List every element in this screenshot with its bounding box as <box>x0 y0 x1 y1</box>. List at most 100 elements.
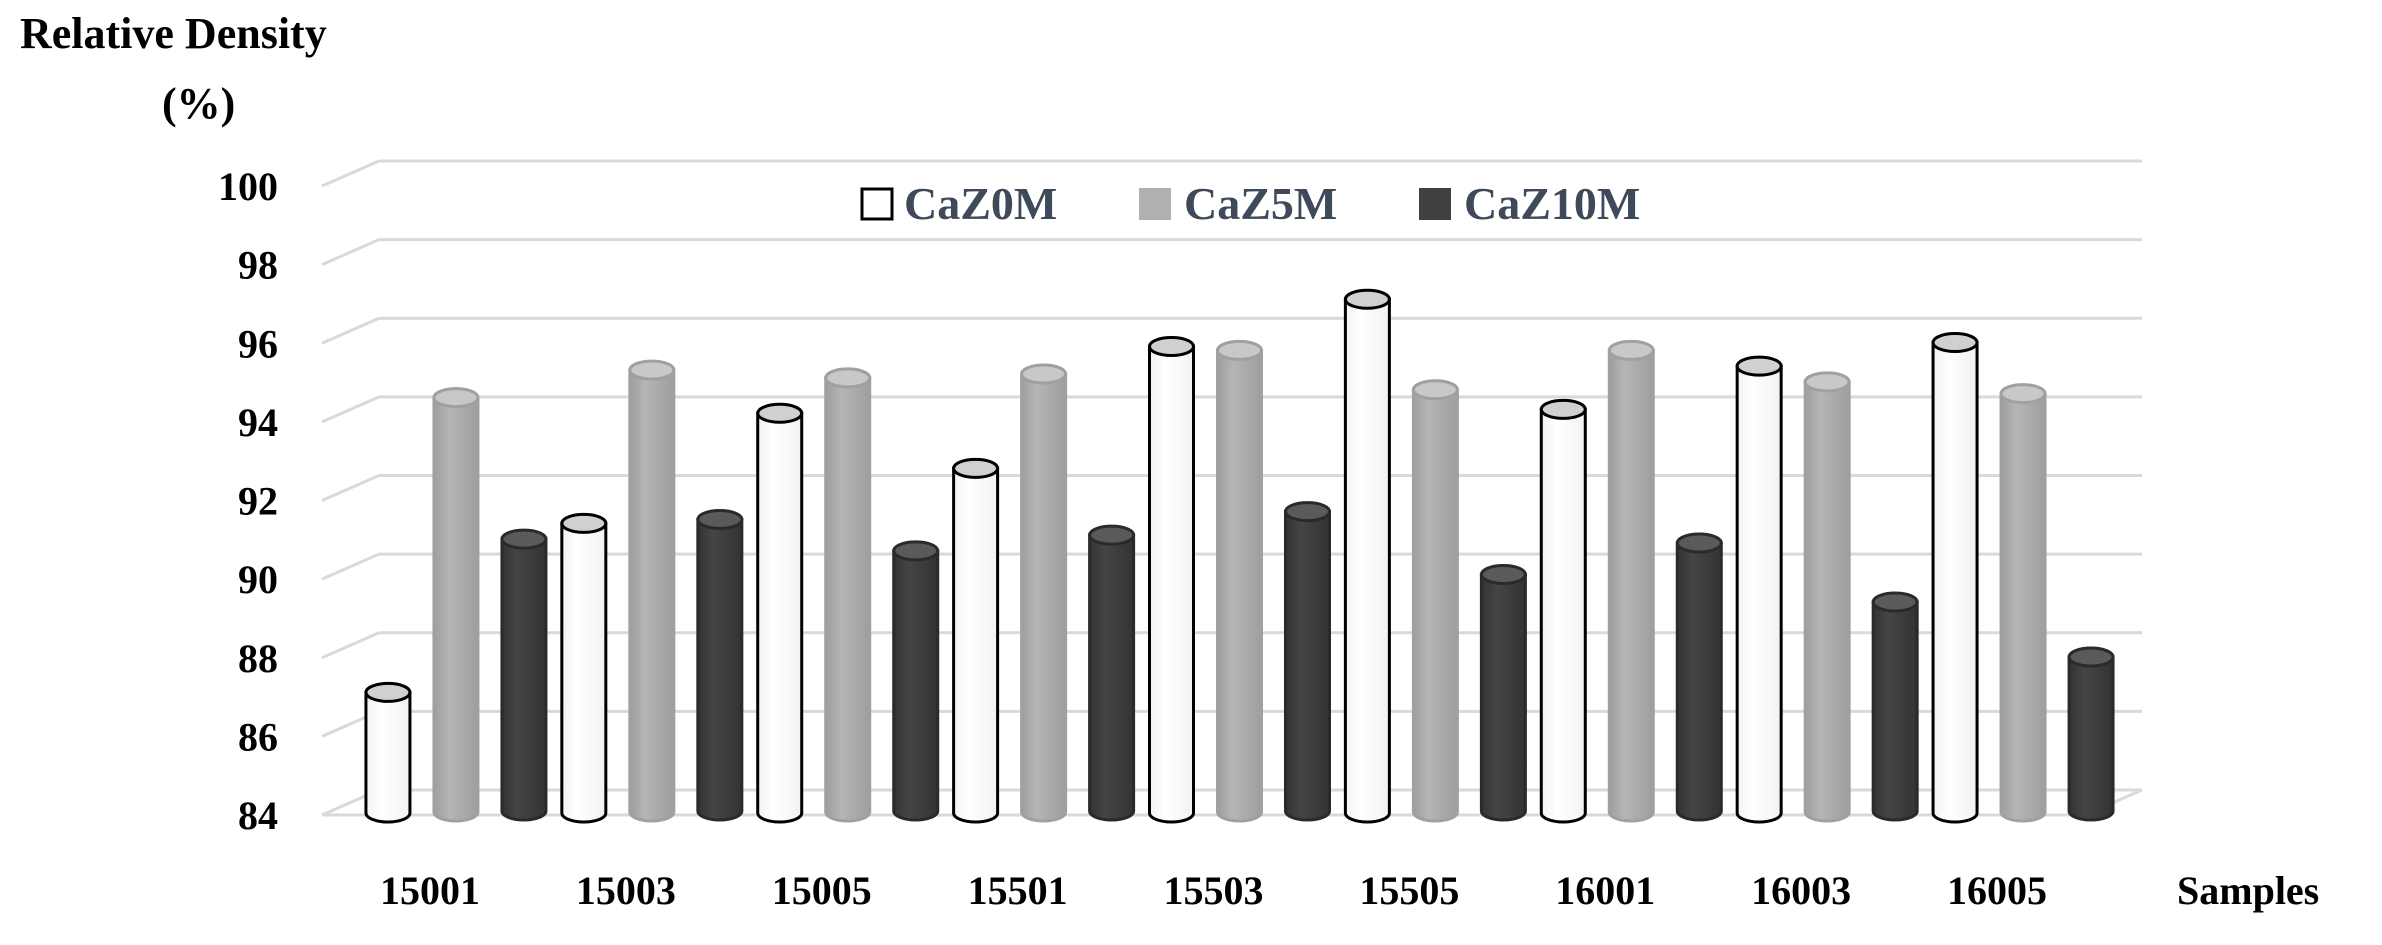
bar-caz0m-15503-body <box>1148 344 1195 824</box>
bar-caz5m-16005-top <box>1999 383 2047 405</box>
bar-caz0m-15001-body <box>364 690 412 824</box>
x-tick-label-16001: 16001 <box>1555 868 1655 913</box>
bar-caz0m-16005-body <box>1931 341 1979 824</box>
legend: CaZ0M CaZ5M CaZ10M <box>860 178 1640 229</box>
gridline-side-88 <box>321 631 380 660</box>
bar-caz5m-15505-body <box>1411 388 1459 823</box>
bar-caz0m-16001 <box>1539 398 1587 824</box>
bar-caz10m-15001 <box>500 528 548 822</box>
bar-caz0m-16003 <box>1735 355 1783 824</box>
bar-caz0m-15001-top <box>364 681 412 703</box>
bar-caz0m-15501-body <box>952 466 1000 824</box>
x-tick-label-15005: 15005 <box>772 868 872 913</box>
bar-caz10m-15003 <box>696 508 744 822</box>
bar-caz5m-15001-body <box>432 396 480 823</box>
bar-caz0m-16005-top <box>1931 332 1979 354</box>
y-tick-label-98: 98 <box>238 243 278 288</box>
bar-caz5m-15505 <box>1411 379 1459 823</box>
y-tick-label-94: 94 <box>238 400 278 445</box>
bar-caz5m-16001 <box>1607 339 1655 823</box>
y-tick-label-88: 88 <box>238 636 278 681</box>
bar-caz5m-15003-body <box>628 368 676 823</box>
bar-caz5m-15003-top <box>628 359 676 381</box>
bar-caz5m-16001-body <box>1607 348 1655 823</box>
bar-caz10m-15001-body <box>500 537 548 822</box>
bar-caz10m-16001-body <box>1675 541 1723 822</box>
legend-swatch-caz0m <box>860 187 894 221</box>
axis-ticks: 84 86 88 90 92 94 96 98 100 15001 15003 15005 15501 1… <box>218 164 2047 913</box>
x-tick-label-15003: 15003 <box>576 868 676 913</box>
x-tick-label-15501: 15501 <box>968 868 1068 913</box>
bar-caz10m-16001 <box>1675 532 1723 822</box>
bar-caz5m-16005-body <box>1999 392 2047 823</box>
y-axis-label-line2: (%) <box>162 79 235 128</box>
x-tick-label-15505: 15505 <box>1359 868 1459 913</box>
bar-caz0m-15505 <box>1343 288 1391 824</box>
bar-caz5m-15505-top <box>1411 379 1459 401</box>
bar-caz0m-15003-top <box>560 512 608 534</box>
bar-caz10m-15503 <box>1284 501 1331 822</box>
bar-caz0m-15505-top <box>1343 288 1391 310</box>
bar-caz0m-15501 <box>952 457 1000 824</box>
gridline-side-94 <box>321 395 380 424</box>
y-tick-label-84: 84 <box>238 793 278 838</box>
bar-caz0m-16001-body <box>1539 407 1587 824</box>
bar-caz0m-15005-top <box>756 402 804 424</box>
bar-caz10m-15505 <box>1479 563 1527 822</box>
bar-caz5m-15001 <box>432 387 480 823</box>
x-tick-label-16005: 16005 <box>1947 868 2047 913</box>
bar-caz0m-15003-body <box>560 521 608 824</box>
bar-caz10m-15005-body <box>892 549 940 822</box>
x-tick-label-15503: 15503 <box>1164 868 1264 913</box>
bar-caz10m-15005 <box>892 540 940 822</box>
bar-caz5m-16003-top <box>1803 371 1851 393</box>
bar-caz0m-16001-top <box>1539 398 1587 420</box>
bar-caz0m-15005-body <box>756 411 804 824</box>
bar-caz10m-15001-top <box>500 528 548 550</box>
bar-caz10m-16005 <box>2067 646 2115 822</box>
bar-caz10m-15501 <box>1088 524 1136 822</box>
gridline-side-90 <box>321 552 380 581</box>
bar-caz10m-16003 <box>1871 591 1919 822</box>
bar-caz5m-15005 <box>824 367 872 823</box>
bar-caz5m-15503 <box>1216 339 1263 823</box>
bar-caz10m-15505-top <box>1479 563 1527 585</box>
legend-label-caz5m: CaZ5M <box>1184 178 1337 229</box>
bar-caz5m-15001-top <box>432 387 480 409</box>
y-tick-label-96: 96 <box>238 321 278 366</box>
bar-caz5m-15003 <box>628 359 676 823</box>
bar-caz10m-15505-body <box>1479 572 1527 822</box>
y-axis-label-line1: Relative Density <box>20 9 327 58</box>
bar-caz5m-16001-top <box>1607 339 1655 361</box>
y-tick-label-86: 86 <box>238 714 278 759</box>
bar-caz5m-15501-top <box>1020 363 1068 385</box>
gridline-side-92 <box>321 474 380 502</box>
bar-caz10m-15503-body <box>1284 510 1331 822</box>
bar-caz0m-15001 <box>364 681 412 824</box>
bar-caz10m-15501-top <box>1088 524 1136 546</box>
bar-caz0m-15005 <box>756 402 804 824</box>
bar-caz5m-16005 <box>1999 383 2047 823</box>
gridline-side-100 <box>321 159 380 188</box>
bar-caz0m-15503 <box>1148 335 1195 824</box>
bar-caz5m-15005-top <box>824 367 872 389</box>
legend-swatch-caz5m <box>1139 188 1171 220</box>
bars <box>364 288 2115 824</box>
legend-swatch-caz10m <box>1419 188 1451 220</box>
bar-caz0m-15503-top <box>1148 335 1195 357</box>
bar-caz5m-15503-top <box>1216 339 1263 361</box>
y-tick-label-100: 100 <box>218 164 278 209</box>
bar-caz10m-16003-body <box>1871 600 1919 822</box>
bar-caz5m-16003 <box>1803 371 1851 823</box>
bar-caz10m-16003-top <box>1871 591 1919 613</box>
legend-label-caz10m: CaZ10M <box>1464 178 1640 229</box>
bar-caz10m-16005-body <box>2067 655 2115 822</box>
bar-caz0m-15501-top <box>952 457 1000 479</box>
bar-caz10m-15501-body <box>1088 533 1136 822</box>
y-tick-label-90: 90 <box>238 557 278 602</box>
x-tick-label-16003: 16003 <box>1751 868 1851 913</box>
x-tick-label-15001: 15001 <box>380 868 480 913</box>
bar-caz5m-15501-body <box>1020 372 1068 823</box>
bar-caz0m-15505-body <box>1343 297 1391 824</box>
bar-caz10m-15005-top <box>892 540 940 562</box>
